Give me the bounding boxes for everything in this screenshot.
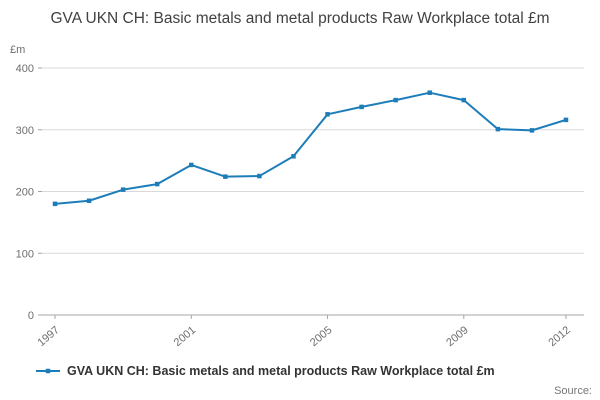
line-chart: 0 100 200 300 400 1997 2001 2005 2009 2012 [16, 63, 584, 349]
y-tick-label: 0 [28, 310, 34, 322]
data-point [359, 104, 364, 110]
data-point [120, 187, 126, 192]
y-tick-label: 300 [16, 125, 34, 137]
data-point [529, 128, 535, 133]
data-point [189, 162, 194, 168]
y-tick-label: 200 [16, 187, 34, 199]
y-tick-label: 100 [16, 248, 34, 260]
chart-title: GVA UKN CH: Basic metals and metal produ… [50, 10, 550, 27]
data-point [291, 154, 296, 159]
data-point [563, 117, 569, 123]
x-tick-label: 1997 [35, 324, 61, 349]
legend-label: GVA UKN CH: Basic metals and metal produ… [67, 364, 495, 378]
data-point [427, 90, 432, 95]
source-label: Source: [554, 385, 592, 397]
legend-marker [45, 368, 51, 374]
legend: GVA UKN CH: Basic metals and metal produ… [36, 364, 495, 378]
data-point [325, 112, 330, 117]
x-tick-label: 2012 [546, 324, 572, 349]
x-tick-label: 2009 [444, 324, 470, 349]
data-point [223, 174, 228, 179]
data-point [154, 181, 160, 187]
x-tick-label: 2001 [172, 324, 198, 349]
data-point [393, 97, 398, 103]
data-point [461, 97, 467, 103]
data-point [86, 198, 92, 204]
y-tick-label: 400 [16, 63, 34, 75]
legend-line-icon [36, 368, 60, 374]
data-point [257, 173, 262, 179]
data-point [495, 126, 501, 132]
x-tick-label: 2005 [308, 324, 334, 349]
y-axis-unit-label: £m [10, 44, 26, 56]
data-point [52, 201, 58, 207]
data-line [54, 91, 567, 205]
